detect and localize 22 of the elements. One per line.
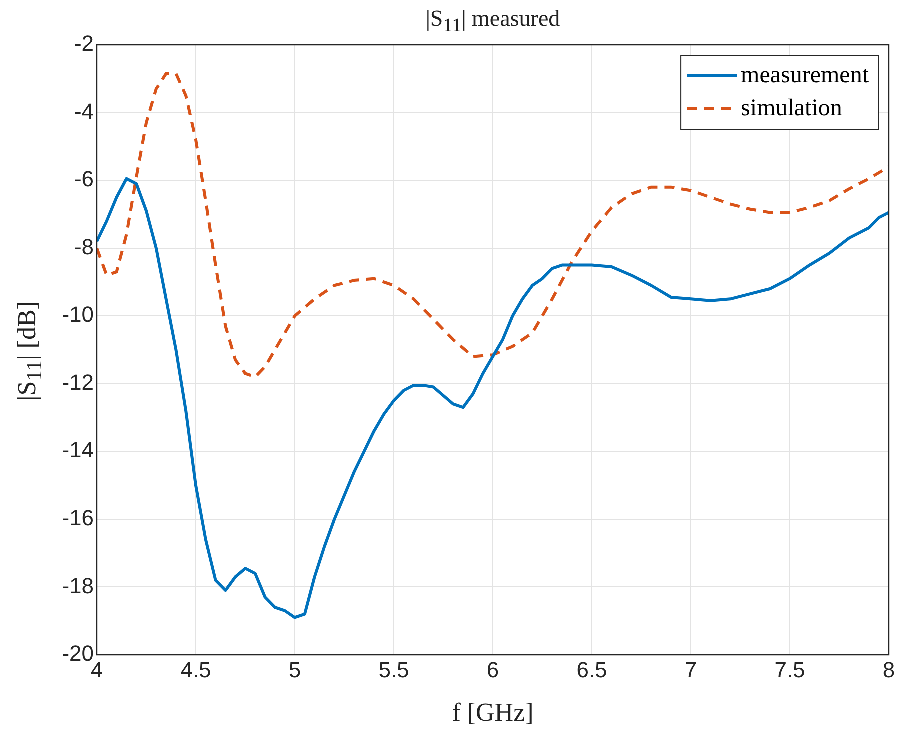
x-tick-label: 5 bbox=[288, 657, 302, 682]
x-tick-label: 7 bbox=[684, 657, 698, 682]
y-tick-label: -2 bbox=[74, 31, 94, 56]
y-tick-label: -20 bbox=[62, 641, 94, 666]
legend-label: measurement bbox=[741, 62, 870, 88]
y-tick-label: -12 bbox=[62, 370, 94, 395]
x-tick-label: 7.5 bbox=[774, 657, 806, 682]
y-tick-label: -8 bbox=[74, 234, 94, 260]
chart-title: |S$_{11}$| measured bbox=[424, 6, 562, 38]
y-tick-label: -18 bbox=[62, 573, 94, 598]
x-axis-title: f [GHz] bbox=[451, 698, 535, 728]
x-tick-label: 5.5 bbox=[378, 657, 410, 682]
y-tick-label: -14 bbox=[62, 438, 94, 463]
x-tick-label: 4.5 bbox=[180, 657, 212, 682]
y-tick-label: -6 bbox=[74, 166, 94, 192]
x-tick-label: 6.5 bbox=[576, 657, 608, 682]
y-tick-label: -4 bbox=[74, 98, 94, 124]
legend-label: simulation bbox=[741, 95, 842, 122]
x-tick-label: 6 bbox=[486, 657, 500, 682]
y-tick-label: -10 bbox=[62, 302, 94, 328]
y-tick-label: -16 bbox=[62, 506, 94, 531]
x-tick-label: 8 bbox=[882, 657, 896, 682]
